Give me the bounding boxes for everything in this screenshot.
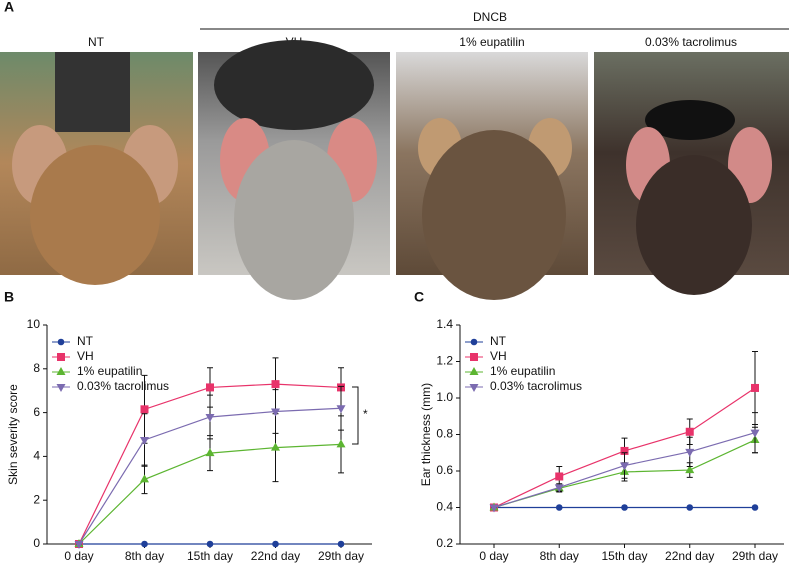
marker xyxy=(620,446,629,455)
legend-label: 1% eupatilin xyxy=(77,364,142,378)
annotation: * xyxy=(363,407,368,421)
marker xyxy=(751,504,759,511)
legend-label: NT xyxy=(77,334,94,348)
marker xyxy=(470,338,478,346)
marker xyxy=(469,384,479,392)
x-tick-label: 8th day xyxy=(125,549,164,563)
y-tick-label: 6 xyxy=(33,405,40,419)
x-tick-label: 22nd day xyxy=(251,549,300,563)
marker xyxy=(337,540,345,548)
marker xyxy=(620,462,629,471)
marker xyxy=(750,429,760,438)
marker xyxy=(751,383,759,392)
x-tick-label: 0 day xyxy=(479,549,508,563)
y-tick-label: 1.0 xyxy=(436,390,453,404)
legend-label: NT xyxy=(490,334,507,348)
marker xyxy=(469,367,479,375)
marker xyxy=(470,353,478,361)
marker xyxy=(555,472,564,481)
y-tick-label: 0.4 xyxy=(436,500,453,514)
group-label: DNCB xyxy=(473,10,507,24)
marker xyxy=(140,436,149,445)
marker xyxy=(140,474,149,483)
significance-bracket xyxy=(352,386,359,445)
marker xyxy=(57,338,65,346)
photo xyxy=(198,40,390,300)
x-tick-label: 22nd day xyxy=(665,549,714,563)
marker xyxy=(272,540,279,548)
x-tick-label: 8th day xyxy=(540,549,579,563)
marker xyxy=(56,367,66,375)
marker xyxy=(555,504,563,511)
y-tick-label: 1.2 xyxy=(436,354,453,368)
marker xyxy=(271,408,280,417)
y-axis-label: Ear thickness (mm) xyxy=(419,383,433,486)
photo xyxy=(396,52,588,300)
y-tick-label: 0.2 xyxy=(436,536,453,550)
marker xyxy=(554,484,564,493)
marker xyxy=(336,405,346,414)
photo-label: NT xyxy=(88,35,105,49)
marker xyxy=(489,504,499,513)
legend-label: VH xyxy=(77,349,94,363)
y-tick-label: 1.4 xyxy=(436,317,453,331)
marker xyxy=(336,439,346,448)
x-tick-label: 0 day xyxy=(64,549,93,563)
panel-label: B xyxy=(4,289,14,305)
marker xyxy=(141,540,148,548)
legend-label: 0.03% tacrolimus xyxy=(490,379,582,393)
x-tick-label: 29th day xyxy=(732,549,778,563)
marker xyxy=(57,353,65,361)
marker xyxy=(685,448,695,457)
x-tick-label: 15th day xyxy=(601,549,647,563)
marker xyxy=(271,380,280,389)
x-tick-label: 15th day xyxy=(187,549,233,563)
y-tick-label: 8 xyxy=(33,361,40,375)
marker xyxy=(271,442,280,451)
legend-label: 0.03% tacrolimus xyxy=(77,379,169,393)
marker xyxy=(206,383,214,392)
panel-label: C xyxy=(414,289,424,305)
marker xyxy=(205,448,215,457)
y-tick-label: 2 xyxy=(33,492,40,506)
marker xyxy=(685,465,695,474)
marker xyxy=(205,413,215,422)
y-tick-label: 0 xyxy=(33,536,40,550)
y-tick-label: 10 xyxy=(27,317,41,331)
marker xyxy=(685,427,694,436)
photo xyxy=(594,52,789,295)
marker xyxy=(140,405,149,414)
legend-label: VH xyxy=(490,349,507,363)
marker xyxy=(686,504,694,511)
marker xyxy=(206,540,214,548)
marker xyxy=(621,504,628,511)
photo-label: 0.03% tacrolimus xyxy=(645,35,737,49)
y-tick-label: 0.6 xyxy=(436,463,453,477)
y-tick-label: 0.8 xyxy=(436,427,453,441)
photo-label: 1% eupatilin xyxy=(459,35,524,49)
y-axis-label: Skin severity score xyxy=(6,384,20,485)
legend-label: 1% eupatilin xyxy=(490,364,555,378)
x-tick-label: 29th day xyxy=(318,549,364,563)
panel-label: A xyxy=(4,0,14,15)
marker xyxy=(56,384,66,392)
photo xyxy=(0,52,193,285)
marker xyxy=(74,541,84,549)
y-tick-label: 4 xyxy=(33,449,40,463)
